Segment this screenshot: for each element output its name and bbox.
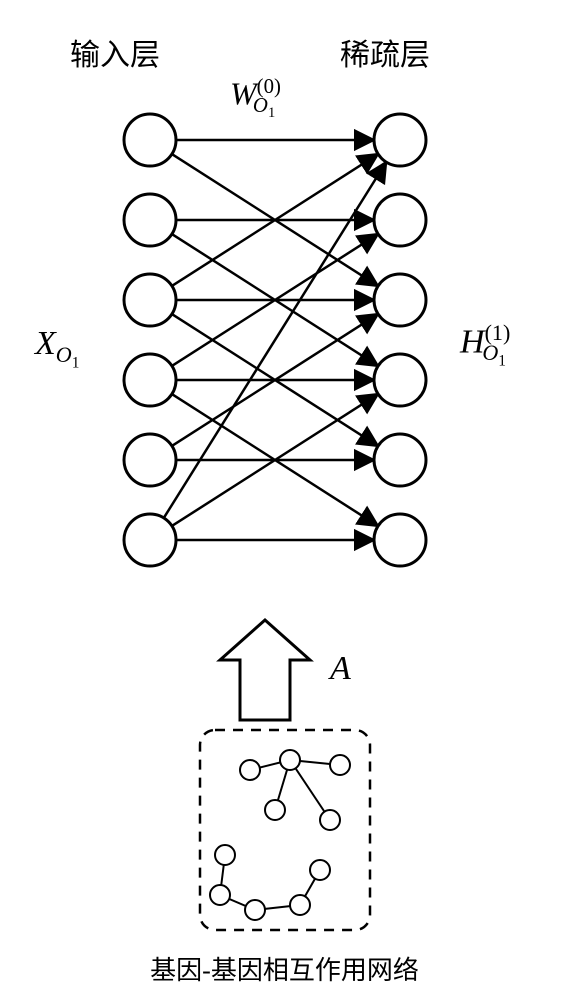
adjacency-label: A bbox=[330, 650, 351, 688]
input-layer-label: 输入层 bbox=[70, 30, 160, 74]
hidden-var-label: H(1)O1 bbox=[460, 320, 506, 371]
diagram-svg bbox=[0, 0, 569, 1000]
bottom-caption: 基因-基因相互作用网络 bbox=[0, 950, 569, 987]
input-var-label: XO1 bbox=[35, 325, 79, 372]
sparse-layer-label: 稀疏层 bbox=[340, 30, 430, 74]
weight-label: W(0)O1 bbox=[230, 75, 275, 122]
